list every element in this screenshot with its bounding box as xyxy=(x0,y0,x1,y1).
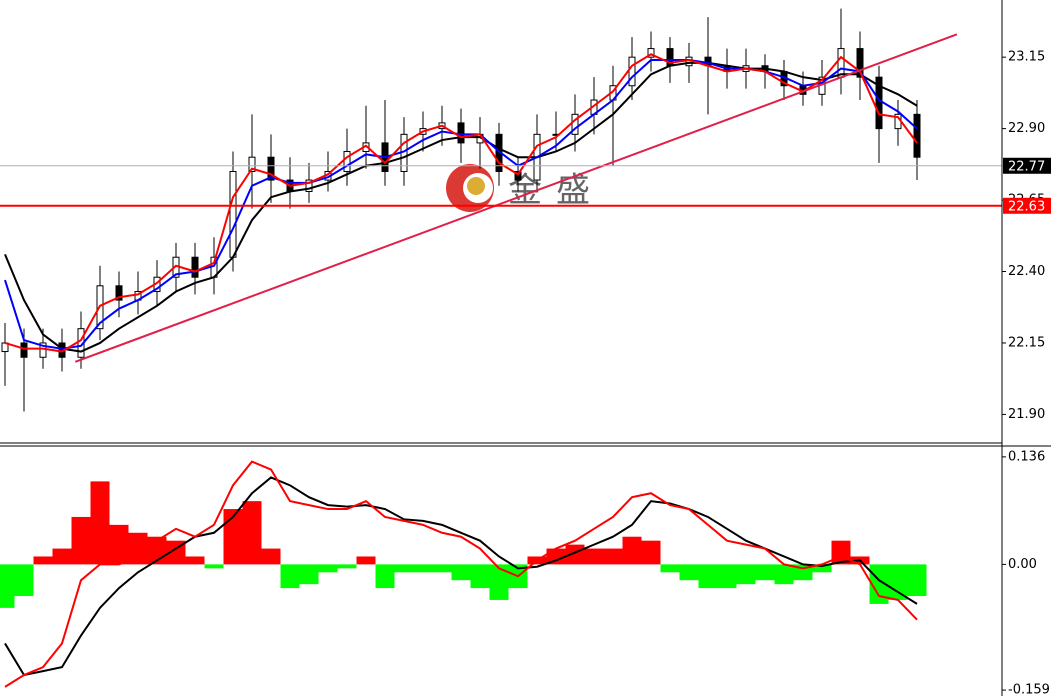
candle-body xyxy=(457,122,465,144)
trendline xyxy=(74,33,958,363)
watermark: 金盛 xyxy=(446,164,604,212)
indicator-line xyxy=(4,460,918,688)
y-tick-label: 22.15 xyxy=(1008,335,1045,350)
histogram-bar xyxy=(375,564,395,589)
price-panel xyxy=(0,8,1002,412)
histogram-bar xyxy=(299,564,319,585)
logo xyxy=(467,177,485,195)
candle-body xyxy=(856,48,864,78)
histogram-bar xyxy=(907,564,927,597)
histogram-bar xyxy=(698,564,718,589)
price-label: 22.77 xyxy=(1008,159,1045,174)
histogram-bar xyxy=(33,556,53,565)
histogram-bar xyxy=(0,564,15,608)
candle-body xyxy=(571,113,579,135)
histogram-bar xyxy=(432,564,452,573)
candle-body xyxy=(305,179,313,192)
histogram-bar xyxy=(470,564,490,589)
y-tick-label: 21.90 xyxy=(1008,407,1045,422)
histogram-bar xyxy=(888,564,908,600)
candle-body xyxy=(229,170,237,258)
histogram-bar xyxy=(603,548,623,565)
histogram-bar xyxy=(185,556,205,565)
y-tick-label: 22.40 xyxy=(1008,264,1045,279)
candle-body xyxy=(267,156,275,181)
macd-panel xyxy=(0,460,927,688)
candle-body xyxy=(913,113,921,158)
histogram-bar xyxy=(109,524,129,565)
histogram-bar xyxy=(489,564,509,600)
y-tick-label: -0.159 xyxy=(1008,683,1050,696)
histogram-bar xyxy=(641,540,661,565)
y-tick-label: 0.136 xyxy=(1008,449,1045,464)
histogram-bar xyxy=(622,536,642,565)
watermark-text: 金盛 xyxy=(508,171,604,211)
histogram-bar xyxy=(128,532,148,565)
candle-body xyxy=(20,342,28,358)
candle-body xyxy=(628,56,636,87)
histogram-bar xyxy=(679,564,699,581)
candle-body xyxy=(343,150,351,172)
histogram-bar xyxy=(774,564,794,585)
candle-body xyxy=(837,48,845,78)
histogram-bar xyxy=(223,509,243,565)
histogram-bar xyxy=(413,564,433,573)
histogram-bar xyxy=(14,564,34,597)
candle-body xyxy=(248,156,256,172)
y-tick-label: 0.00 xyxy=(1008,557,1037,572)
histogram-bar xyxy=(755,564,775,581)
candle-body xyxy=(115,285,123,301)
histogram-bar xyxy=(52,548,72,565)
histogram-bar xyxy=(584,548,604,565)
candle-body xyxy=(514,170,522,181)
histogram-bar xyxy=(717,564,737,589)
histogram-bar xyxy=(204,564,224,569)
histogram-bar xyxy=(660,564,680,573)
candle-body xyxy=(647,48,655,58)
histogram-bar xyxy=(356,556,376,565)
histogram-bar xyxy=(318,564,338,573)
histogram-bar xyxy=(337,564,357,569)
price-label-box xyxy=(1003,157,1051,174)
y-tick-label: 22.90 xyxy=(1008,121,1045,136)
histogram-bar xyxy=(736,564,756,585)
price-label: 22.63 xyxy=(1008,199,1045,214)
histogram-bar xyxy=(451,564,471,581)
histogram-bar xyxy=(261,548,281,565)
indicator-line xyxy=(4,53,918,353)
y-tick-label: 23.15 xyxy=(1008,50,1045,65)
histogram-bar xyxy=(812,564,832,573)
histogram-bar xyxy=(280,564,300,589)
histogram-bar xyxy=(242,501,262,565)
price-label-box xyxy=(1003,197,1051,214)
histogram-bar xyxy=(90,481,110,565)
candle-body xyxy=(191,256,199,278)
histogram-bar xyxy=(394,564,414,573)
histogram-bar xyxy=(71,516,91,565)
